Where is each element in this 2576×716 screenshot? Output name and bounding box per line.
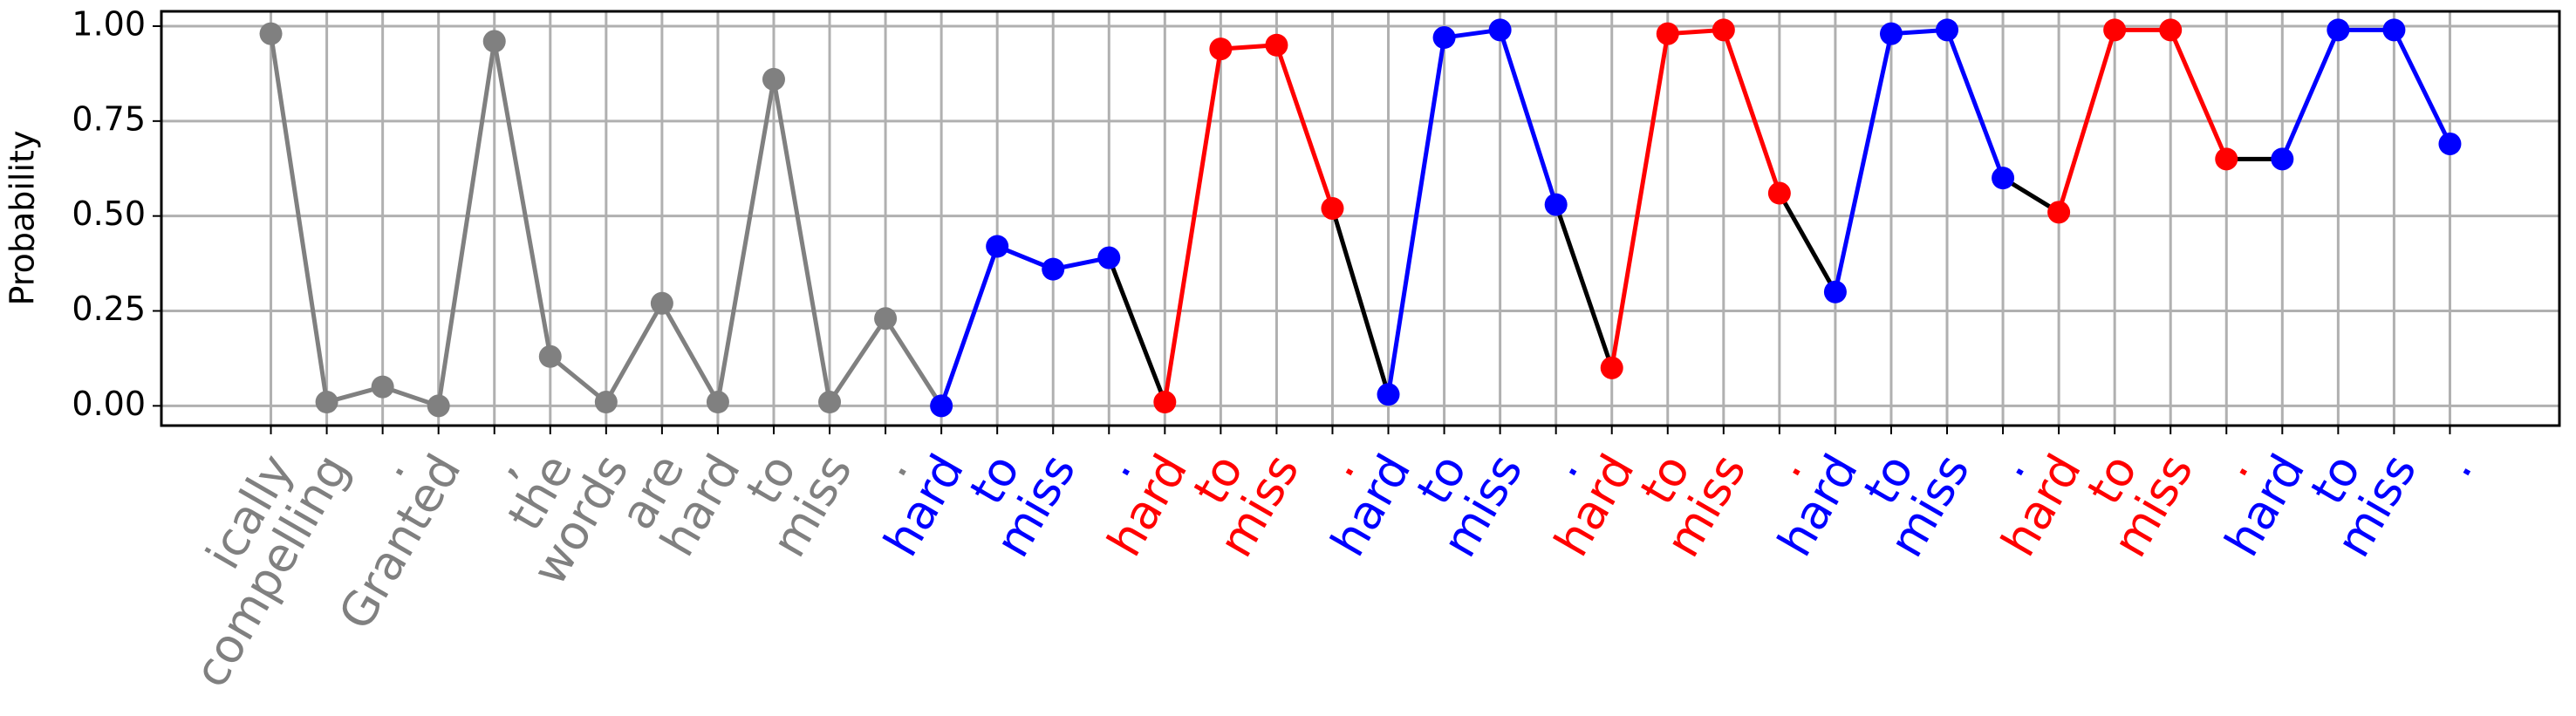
point bbox=[2327, 18, 2350, 42]
y-tick-label: 0.50 bbox=[72, 194, 146, 233]
line-segment bbox=[2280, 29, 2340, 160]
point bbox=[1488, 18, 1512, 42]
point bbox=[594, 391, 618, 414]
point bbox=[2438, 132, 2462, 155]
line-segment bbox=[492, 40, 553, 358]
point bbox=[1097, 246, 1121, 269]
point bbox=[1209, 38, 1233, 61]
line-segment bbox=[1554, 203, 1615, 369]
line-segment bbox=[1721, 29, 1782, 194]
point bbox=[371, 375, 394, 399]
line-segment bbox=[1944, 29, 2005, 180]
point bbox=[1432, 26, 1456, 50]
line-segment bbox=[549, 354, 608, 404]
line-segment bbox=[659, 302, 721, 404]
point bbox=[2215, 147, 2238, 171]
plot-frame bbox=[160, 10, 2561, 427]
line-segment bbox=[1274, 44, 1335, 209]
point bbox=[1544, 193, 1568, 216]
x-tick-label: . bbox=[2428, 445, 2483, 485]
line-segment bbox=[715, 78, 776, 403]
point bbox=[762, 67, 785, 91]
point bbox=[538, 344, 562, 368]
point bbox=[2103, 18, 2127, 42]
point bbox=[427, 394, 450, 418]
point bbox=[930, 394, 953, 418]
point bbox=[2159, 18, 2183, 42]
point bbox=[1767, 181, 1791, 205]
line-segment bbox=[1330, 208, 1390, 396]
line-segment bbox=[1106, 256, 1167, 403]
point bbox=[1600, 356, 1623, 379]
point bbox=[818, 391, 842, 414]
line-segment bbox=[771, 78, 832, 403]
y-tick-label: 0.25 bbox=[72, 290, 146, 328]
point bbox=[874, 307, 898, 331]
point bbox=[1377, 383, 1400, 406]
point bbox=[2271, 147, 2294, 171]
point bbox=[1042, 257, 1065, 281]
point bbox=[2382, 18, 2406, 42]
point bbox=[1879, 22, 1903, 45]
point bbox=[650, 291, 673, 315]
point bbox=[1992, 167, 2015, 190]
line-segment bbox=[1609, 33, 1671, 369]
line-segment bbox=[436, 41, 497, 406]
point bbox=[2047, 201, 2071, 224]
y-tick-label: 0.75 bbox=[72, 99, 146, 138]
point bbox=[1712, 18, 1735, 42]
point bbox=[1265, 33, 1288, 57]
line-segment bbox=[1777, 192, 1838, 293]
line-segment bbox=[883, 317, 944, 407]
line-segment bbox=[2392, 29, 2452, 146]
line-segment bbox=[604, 302, 665, 404]
point bbox=[1153, 391, 1177, 414]
point bbox=[315, 391, 338, 414]
point bbox=[482, 30, 506, 53]
line-segment bbox=[2168, 29, 2229, 160]
y-tick-label: 0.00 bbox=[72, 385, 146, 423]
line-segment bbox=[269, 33, 330, 403]
line-segment bbox=[939, 245, 1000, 407]
line-segment bbox=[1162, 48, 1223, 403]
line-segment bbox=[1498, 29, 1559, 206]
line-segment bbox=[827, 317, 888, 404]
point bbox=[1936, 18, 1959, 42]
line-segment bbox=[1833, 33, 1894, 293]
point bbox=[259, 22, 283, 45]
point bbox=[986, 235, 1009, 258]
point bbox=[1656, 22, 1679, 45]
point bbox=[706, 391, 729, 414]
point bbox=[1823, 280, 1847, 303]
y-axis-label: Probability bbox=[3, 131, 42, 306]
line-segment bbox=[2056, 29, 2117, 214]
point bbox=[1321, 196, 1344, 220]
y-tick-label: 1.00 bbox=[72, 4, 146, 43]
line-segment bbox=[1386, 37, 1447, 395]
